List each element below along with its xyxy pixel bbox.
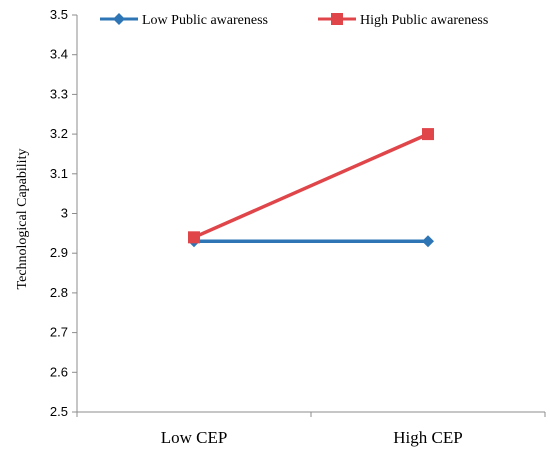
x-tick-label: High CEP: [393, 428, 462, 447]
y-tick-label: 2.6: [50, 364, 68, 379]
legend-swatch-marker: [113, 13, 125, 25]
y-tick-label: 3.3: [50, 86, 68, 101]
data-point: [422, 235, 434, 248]
y-axis: 2.5 2.6 2.7 2.8 2.9 3 3.1 3.2 3.3 3.4 3.5: [50, 7, 78, 419]
y-tick-label: 2.7: [50, 325, 68, 340]
data-point: [188, 231, 200, 244]
legend-label: High Public awareness: [360, 13, 488, 28]
series-2: [188, 128, 434, 244]
y-axis-title: Technological Capability: [15, 149, 30, 290]
legend-swatch-marker: [331, 13, 343, 25]
y-tick-label: 2.5: [50, 404, 68, 419]
y-tick-label: 3.5: [50, 7, 68, 22]
y-tick-label: 2.8: [50, 285, 68, 300]
data-point: [422, 128, 434, 141]
legend-item: High Public awareness: [318, 13, 488, 28]
x-tick-label: Low CEP: [161, 428, 228, 447]
x-ticks: Low CEP High CEP: [76, 412, 546, 447]
x-axis: Low CEP High CEP: [76, 411, 546, 447]
y-tick-label: 2.9: [50, 245, 68, 260]
y-tick-label: 3.2: [50, 126, 68, 141]
y-tick-label: 3.4: [50, 47, 68, 62]
legend: Low Public awareness High Public awarenes…: [100, 13, 488, 28]
series-line: [193, 132, 429, 239]
series-1: [188, 235, 434, 248]
y-ticks: 2.5 2.6 2.7 2.8 2.9 3 3.1 3.2 3.3 3.4 3.5: [50, 7, 77, 419]
series-layer: [188, 128, 434, 248]
legend-item: Low Public awareness: [100, 13, 268, 28]
legend-label: Low Public awareness: [142, 13, 268, 28]
y-tick-label: 3: [61, 206, 68, 221]
y-tick-label: 3.1: [50, 166, 68, 181]
